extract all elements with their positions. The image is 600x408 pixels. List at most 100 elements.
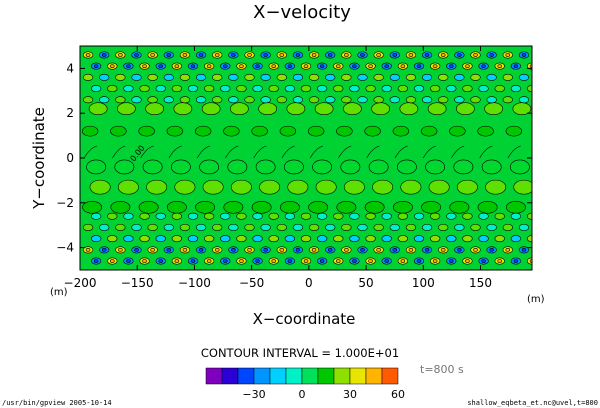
field-cell-core	[465, 259, 470, 263]
field-cell-core	[424, 248, 430, 252]
field-cell-core	[497, 259, 502, 263]
field-contour-line	[479, 145, 493, 159]
field-cell	[236, 212, 247, 220]
field-cell-core	[142, 259, 147, 263]
field-cell-core	[93, 259, 99, 263]
x-axis-ticks: −200 −150 −100 −50 0 50 100 150	[64, 46, 492, 290]
field-cell	[357, 73, 368, 81]
field-cell-core	[416, 259, 422, 263]
field-cell-core	[158, 259, 163, 263]
field-cell	[502, 223, 513, 231]
field-cell	[114, 159, 135, 175]
field-cell-core	[457, 53, 462, 57]
field-cell	[268, 212, 279, 220]
colorbar-swatch	[317, 367, 335, 385]
field-cell	[88, 102, 108, 116]
colorbar-tick-label: 30	[343, 388, 357, 401]
field-cell	[131, 96, 142, 104]
field-cell-core	[214, 53, 220, 57]
field-contour-line	[168, 145, 182, 159]
field-cell	[333, 235, 344, 243]
field-contour-line	[394, 145, 408, 159]
field-cell	[405, 223, 417, 231]
field-cell	[486, 96, 497, 104]
field-cell	[389, 96, 400, 104]
field-cell	[454, 73, 465, 81]
y-tick-label: 2	[66, 106, 74, 120]
colorbar-swatch	[285, 367, 303, 385]
field-cell	[336, 125, 353, 137]
field-cell	[462, 85, 473, 93]
field-contour-line	[196, 145, 211, 159]
field-cell	[449, 200, 470, 214]
field-cell	[99, 73, 110, 81]
field-cell-core	[465, 64, 470, 68]
field-cell	[478, 85, 489, 93]
field-cell	[470, 73, 481, 81]
field-cell	[86, 159, 107, 175]
colorbar-swatch	[253, 367, 271, 385]
field-cell	[446, 235, 457, 243]
field-cell-core	[295, 53, 301, 57]
field-cell	[425, 159, 446, 175]
field-cell	[333, 212, 344, 220]
field-cell	[315, 179, 337, 195]
field-cell-core	[336, 259, 341, 263]
field-cell	[110, 200, 131, 214]
field-cell	[139, 212, 150, 220]
field-cell	[195, 200, 216, 214]
field-cell-core	[440, 248, 446, 252]
field-cell-core	[239, 259, 244, 263]
field-cell	[477, 125, 494, 137]
field-cell	[220, 212, 231, 220]
field-cell	[462, 212, 473, 220]
y-axis-ticks: 4 2 0 −2 −4	[56, 61, 532, 255]
field-cell	[107, 85, 118, 93]
field-cell	[502, 73, 513, 81]
field-cell-core	[489, 53, 494, 57]
colorbar-swatch	[333, 367, 351, 385]
field-cell	[349, 235, 360, 243]
field-cell	[99, 223, 110, 231]
field-cell	[220, 85, 231, 93]
field-cell	[199, 159, 220, 175]
field-cell	[187, 85, 199, 93]
field-cell	[494, 85, 505, 93]
field-cell	[89, 179, 111, 195]
x-unit-label: (m)	[527, 294, 545, 305]
field-cell	[187, 212, 199, 220]
field-cell-core	[255, 259, 260, 263]
field-cell	[171, 212, 183, 220]
field-cell-core	[311, 248, 317, 252]
field-cell-core	[118, 53, 123, 57]
field-cell	[349, 212, 360, 220]
field-contour-line	[422, 145, 437, 159]
field-contour-line	[366, 145, 380, 159]
field-cell-core	[287, 259, 293, 263]
field-cell-core	[182, 53, 188, 57]
field-cell	[429, 235, 441, 243]
field-cell	[478, 235, 489, 243]
field-cell-core	[126, 259, 131, 263]
field-cell-core	[158, 64, 163, 68]
field-cell	[307, 125, 325, 137]
field-cell-core	[376, 53, 381, 57]
field-cell	[389, 73, 400, 81]
field-cell	[81, 125, 99, 137]
field-cell	[453, 159, 474, 175]
field-cell	[413, 212, 425, 220]
field-cell	[123, 235, 134, 243]
field-cell-core	[449, 259, 454, 263]
field-cell	[166, 200, 187, 214]
field-cell-core	[118, 248, 123, 252]
field-cell-core	[134, 53, 139, 57]
field-cell	[284, 235, 295, 243]
field-cell	[155, 212, 166, 220]
field-cell	[230, 102, 249, 116]
field-cell	[204, 235, 215, 243]
field-cell	[252, 212, 263, 220]
field-cell	[220, 235, 231, 243]
field-cell	[292, 96, 304, 104]
field-cell	[478, 212, 489, 220]
field-cell	[456, 102, 475, 116]
